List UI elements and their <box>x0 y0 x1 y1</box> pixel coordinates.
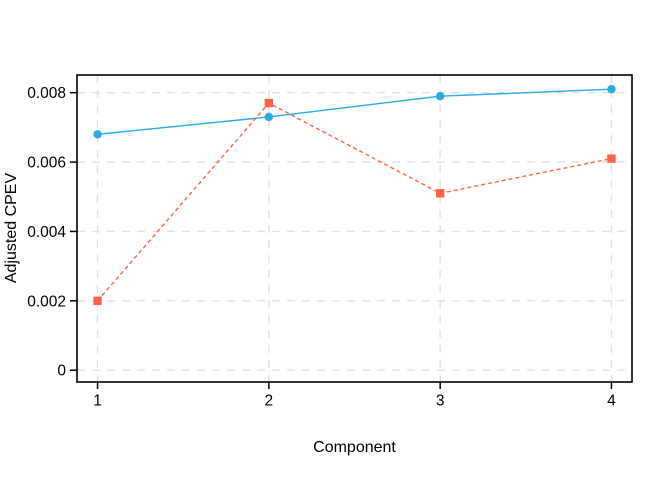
y-tick-label: 0.006 <box>27 155 66 172</box>
y-tick-label: 0.008 <box>27 85 66 102</box>
x-tick-label: 3 <box>436 393 445 410</box>
plot-border <box>76 74 633 383</box>
y-tick-label: 0.002 <box>27 293 66 310</box>
blue-series-point-marker <box>264 112 274 122</box>
x-tick-label: 4 <box>607 393 616 410</box>
red-series-point-marker <box>607 154 616 163</box>
red-series-point-marker <box>435 189 445 198</box>
x-tick-label: 2 <box>265 393 274 410</box>
y-tick-label: 0 <box>57 363 66 380</box>
y-axis-title: Adjusted CPEV <box>3 173 20 284</box>
x-axis-title: Component <box>313 439 396 456</box>
y-tick-label: 0.004 <box>27 224 66 241</box>
red-series-point-marker <box>264 98 274 108</box>
blue-series-line <box>97 88 612 136</box>
chart-plot-area: 1 2 3 4 0 0.002 0.004 0.006 0.008 <box>27 74 633 410</box>
x-tick-label: 1 <box>93 393 102 410</box>
blue-series-point-marker <box>435 91 445 101</box>
blue-series-point-marker <box>93 130 102 139</box>
red-series-point-marker <box>93 296 102 306</box>
blue-series-point-marker <box>607 85 616 94</box>
red-series-line <box>97 102 612 302</box>
